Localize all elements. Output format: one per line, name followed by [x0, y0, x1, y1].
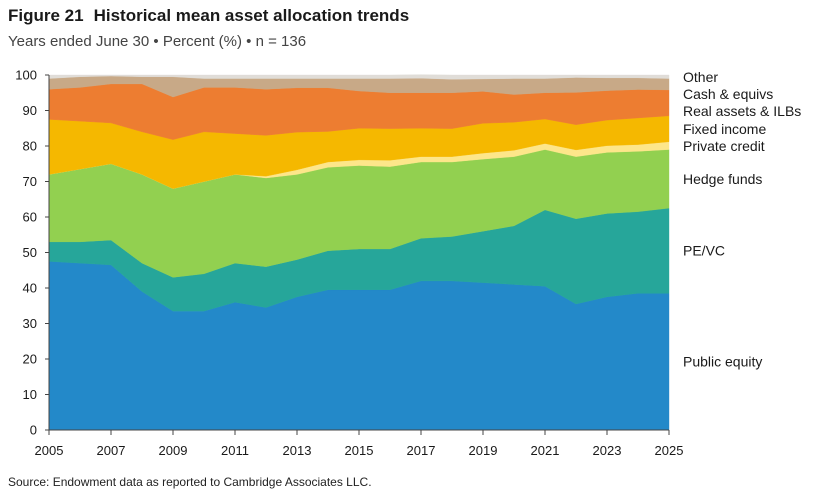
series-label-private-credit: Private credit	[683, 138, 765, 154]
x-axis-ticks: 2005 2007 2009 2011 2013 2015 2017 2019 2021 2023…	[35, 430, 684, 458]
x-tick-label: 2017	[407, 443, 436, 458]
series-label-public-equity: Public equity	[683, 354, 762, 370]
area-layers	[48, 74, 670, 431]
x-tick-label: 2007	[97, 443, 126, 458]
y-tick-label: 100	[15, 68, 37, 83]
series-label-pe-vc: PE/VC	[683, 243, 725, 259]
y-axis-ticks: 0 10 20 30 40 50 60 70 80 90 100	[15, 68, 49, 438]
series-label-fixed-income: Fixed income	[683, 121, 766, 137]
figure-number: Figure 21	[8, 6, 84, 25]
series-label-cash-and-equivs: Cash & equivs	[683, 86, 773, 102]
y-tick-label: 70	[23, 174, 37, 189]
x-tick-label: 2025	[655, 443, 684, 458]
x-tick-label: 2015	[345, 443, 374, 458]
series-label-other: Other	[683, 69, 718, 85]
figure-title: Figure 21 Historical mean asset allocatio…	[8, 6, 409, 26]
series-labels: Public equity PE/VC Hedge funds Private cre…	[683, 69, 801, 370]
x-tick-label: 2009	[159, 443, 188, 458]
y-tick-label: 10	[23, 387, 37, 402]
y-tick-label: 60	[23, 210, 37, 225]
y-tick-label: 30	[23, 316, 37, 331]
x-tick-label: 2005	[35, 443, 64, 458]
y-tick-label: 20	[23, 352, 37, 367]
area-other	[48, 74, 670, 80]
figure-source: Source: Endowment data as reported to Ca…	[8, 475, 372, 489]
x-tick-label: 2021	[531, 443, 560, 458]
y-tick-label: 0	[30, 423, 37, 438]
x-tick-label: 2023	[593, 443, 622, 458]
y-tick-label: 90	[23, 103, 37, 118]
series-label-real-assets-and-ilbs: Real assets & ILBs	[683, 103, 801, 119]
x-tick-label: 2013	[283, 443, 312, 458]
series-label-hedge-funds: Hedge funds	[683, 171, 762, 187]
y-tick-label: 40	[23, 281, 37, 296]
figure-title-text: Historical mean asset allocation trends	[93, 6, 410, 25]
figure-subtitle: Years ended June 30 • Percent (%) • n = …	[8, 33, 307, 50]
y-tick-label: 80	[23, 139, 37, 154]
y-tick-label: 50	[23, 245, 37, 260]
x-tick-label: 2019	[469, 443, 498, 458]
x-tick-label: 2011	[221, 443, 249, 458]
